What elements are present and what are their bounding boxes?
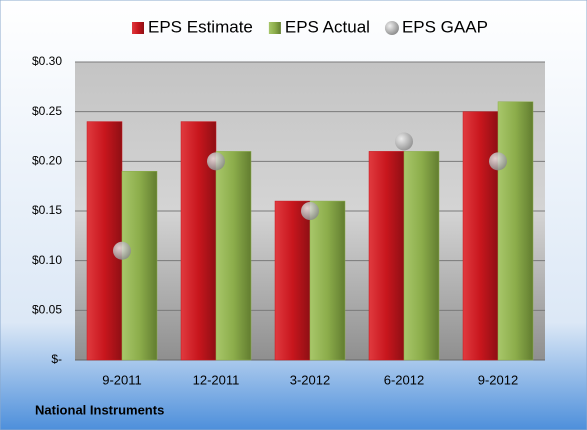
bar: [215, 151, 252, 361]
x-tick-label: 9-2012: [478, 372, 518, 387]
bar: [274, 200, 311, 361]
y-tick-label: $0.15: [32, 203, 62, 217]
bar: [121, 171, 158, 361]
legend-label: EPS Estimate: [148, 17, 253, 36]
y-tick-label: $0.25: [32, 104, 62, 118]
x-tick-label: 6-2012: [384, 372, 424, 387]
bar: [497, 101, 534, 361]
marker: [301, 202, 319, 220]
x-tick-label: 3-2012: [290, 372, 330, 387]
marker: [395, 132, 413, 151]
legend-label: EPS Actual: [285, 17, 370, 36]
bar: [309, 200, 346, 361]
bar: [462, 111, 499, 361]
bar: [86, 121, 123, 361]
bar: [403, 151, 440, 361]
x-tick-label: 12-2011: [193, 372, 240, 387]
legend-swatch: [268, 22, 281, 34]
legend-marker: [384, 21, 399, 35]
bar: [368, 151, 405, 361]
y-tick-label: $0.20: [32, 154, 62, 168]
y-tick-label: $0.30: [32, 54, 62, 68]
legend-swatch: [132, 22, 144, 34]
y-tick-label: $0.10: [32, 253, 62, 267]
y-tick-label: $-: [51, 352, 62, 366]
x-tick-label: 9-2011: [102, 372, 142, 387]
y-tick-label: $0.05: [32, 303, 62, 317]
legend-label: EPS GAAP: [402, 17, 488, 36]
marker: [207, 152, 225, 171]
marker: [489, 152, 507, 171]
footer: National Instruments: [35, 402, 164, 417]
marker: [113, 241, 131, 260]
